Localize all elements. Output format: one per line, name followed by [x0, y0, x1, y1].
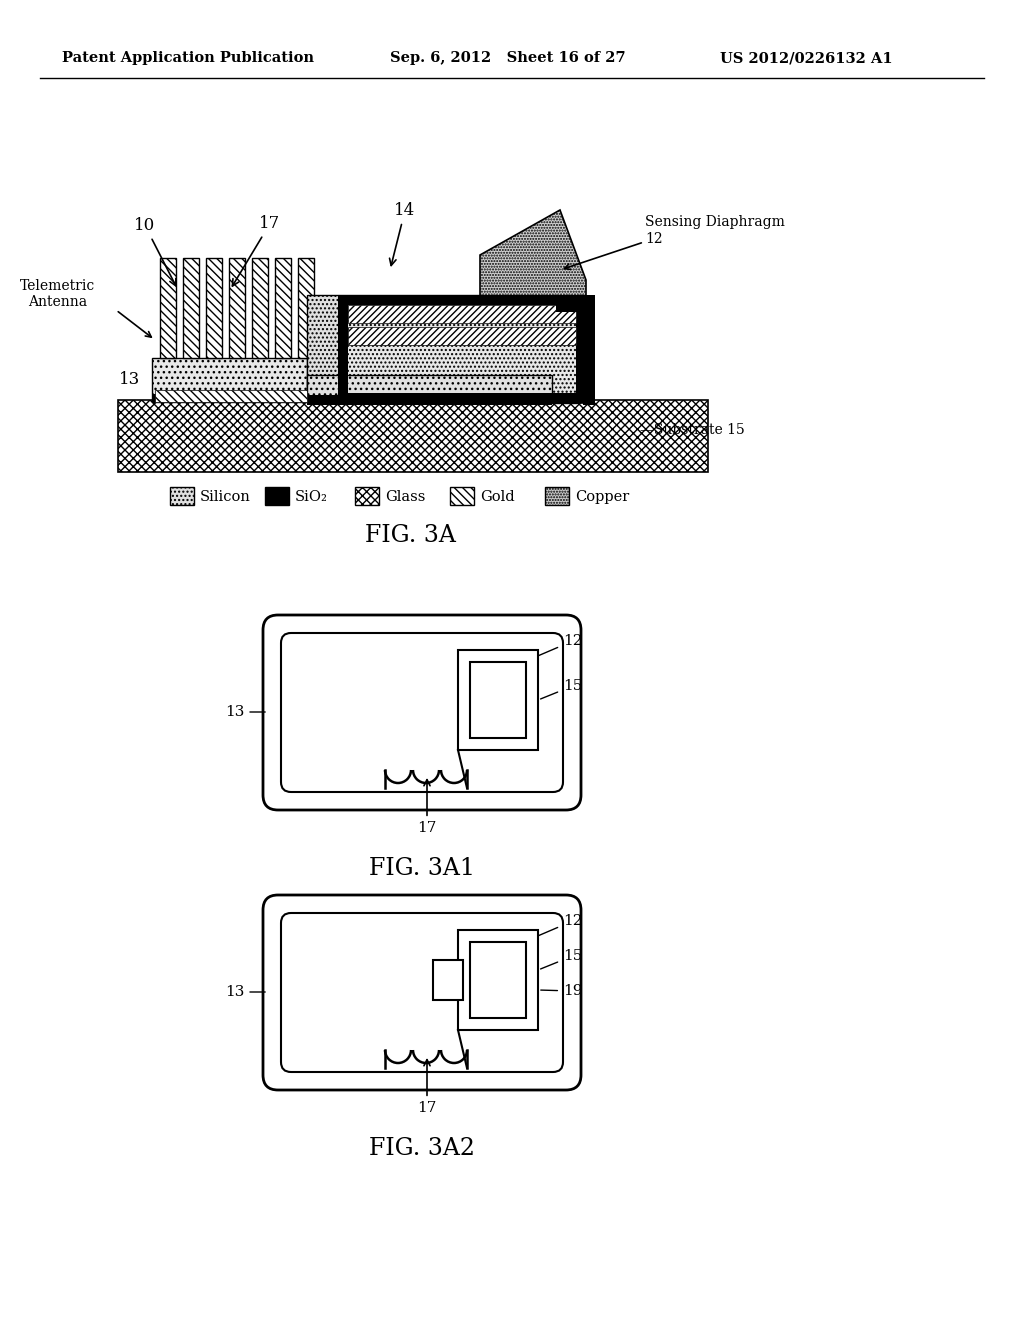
Text: 15: 15 [541, 678, 583, 700]
FancyBboxPatch shape [281, 634, 563, 792]
Text: Sep. 6, 2012   Sheet 16 of 27: Sep. 6, 2012 Sheet 16 of 27 [390, 51, 626, 65]
Text: 15: 15 [541, 949, 583, 969]
Text: 13: 13 [225, 705, 265, 719]
Text: US 2012/0226132 A1: US 2012/0226132 A1 [720, 51, 893, 65]
Bar [307, 294, 577, 403]
Bar [583, 294, 595, 405]
Text: 14: 14 [389, 202, 416, 265]
Bar [450, 487, 474, 506]
Text: 12: 12 [536, 913, 583, 937]
Text: Antenna: Antenna [29, 294, 88, 309]
Bar [152, 358, 307, 403]
Bar [470, 663, 526, 738]
Bar [575, 294, 586, 403]
Text: 12: 12 [645, 232, 663, 246]
Text: Copper: Copper [575, 490, 630, 504]
Bar [265, 487, 289, 506]
FancyBboxPatch shape [263, 895, 581, 1090]
Bar [545, 487, 569, 506]
Bar [433, 960, 463, 1001]
Bar [252, 257, 268, 358]
Text: 17: 17 [418, 780, 436, 836]
Bar [170, 487, 194, 506]
Bar [338, 294, 586, 305]
Bar [118, 400, 708, 473]
Bar [183, 257, 199, 358]
Bar [298, 257, 314, 358]
Bar [355, 487, 379, 506]
Bar [470, 942, 526, 1018]
Text: 17: 17 [418, 1060, 436, 1115]
Bar [348, 305, 575, 393]
Bar [155, 389, 307, 403]
Text: 19: 19 [541, 983, 583, 998]
Text: SiO₂: SiO₂ [295, 490, 328, 504]
Bar [458, 931, 538, 1030]
Text: FIG. 3A2: FIG. 3A2 [369, 1137, 475, 1160]
Bar [307, 375, 552, 397]
Bar [307, 395, 552, 405]
Text: Sensing Diaphragm: Sensing Diaphragm [645, 215, 784, 228]
Bar [556, 300, 586, 312]
Bar [338, 393, 586, 403]
Text: Silicon: Silicon [200, 490, 251, 504]
Bar [229, 257, 245, 358]
Bar [348, 305, 575, 323]
Text: 13: 13 [225, 985, 265, 999]
Text: FIG. 3A: FIG. 3A [365, 524, 456, 546]
Text: FIG. 3A1: FIG. 3A1 [369, 857, 475, 880]
FancyBboxPatch shape [263, 615, 581, 810]
Text: 10: 10 [134, 216, 176, 286]
Text: 12: 12 [536, 634, 583, 657]
Bar [338, 294, 348, 403]
Text: Glass: Glass [385, 490, 425, 504]
Bar [458, 649, 538, 750]
Text: —Substrate 15: —Substrate 15 [640, 422, 744, 437]
Text: Patent Application Publication: Patent Application Publication [62, 51, 314, 65]
Text: 17: 17 [232, 215, 281, 286]
Polygon shape [480, 210, 586, 403]
Bar [206, 257, 222, 358]
Text: Gold: Gold [480, 490, 515, 504]
Bar [348, 327, 575, 345]
FancyBboxPatch shape [281, 913, 563, 1072]
Bar [152, 393, 307, 403]
Text: Telemetric: Telemetric [20, 279, 95, 293]
Text: 13: 13 [119, 371, 140, 388]
Bar [275, 257, 291, 358]
Bar [160, 257, 176, 358]
